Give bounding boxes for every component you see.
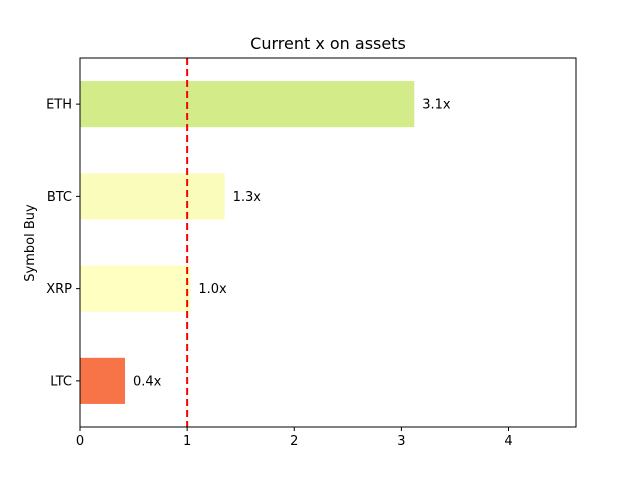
- y-tick-label: BTC: [47, 190, 72, 205]
- x-tick-label: 1: [183, 434, 191, 449]
- bar-ltc: [80, 357, 125, 404]
- plot-area: ETH 3.1x BTC 1.3x XRP 1.0x LTC 0.4x 0 1 2 3 4: [46, 57, 577, 449]
- bar-eth: [80, 81, 415, 128]
- x-tick-label: 0: [76, 434, 84, 449]
- y-tick-label: LTC: [50, 374, 72, 389]
- x-tick-label: 4: [504, 434, 512, 449]
- bar-btc: [80, 173, 225, 220]
- y-tick-label: ETH: [46, 98, 72, 113]
- plot-frame: [79, 57, 577, 428]
- value-label: 0.4x: [133, 374, 162, 389]
- value-label: 1.0x: [198, 282, 227, 297]
- chart-title: Current x on assets: [250, 34, 406, 53]
- y-tick-label: XRP: [46, 282, 72, 297]
- x-tick-label: 3: [397, 434, 405, 449]
- bar-xrp: [80, 265, 191, 312]
- value-label: 3.1x: [422, 98, 451, 113]
- y-axis-label: Symbol Buy: [23, 204, 38, 282]
- x-tick-label: 2: [290, 434, 298, 449]
- value-label: 1.3x: [233, 190, 262, 205]
